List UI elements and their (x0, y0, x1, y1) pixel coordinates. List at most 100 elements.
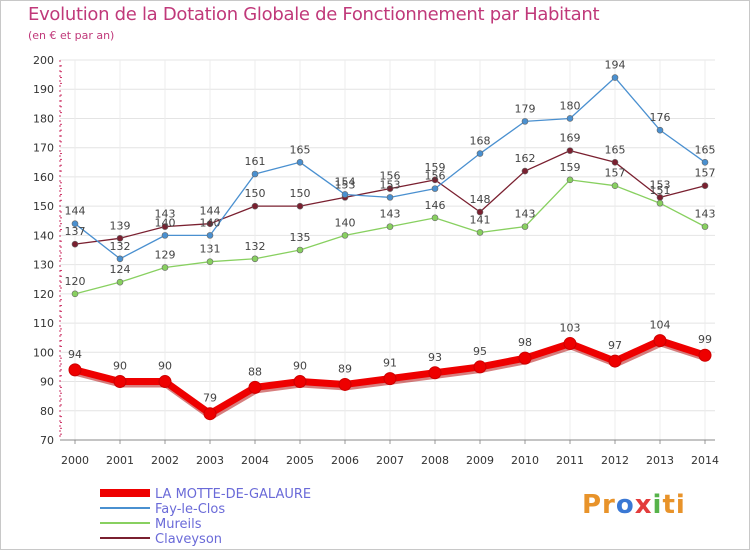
data-point (251, 202, 259, 210)
data-label: 165 (605, 143, 626, 156)
series-lines (68, 74, 712, 421)
data-label: 98 (518, 336, 532, 349)
data-label: 90 (158, 360, 172, 373)
x-tick-label: 2006 (331, 454, 359, 467)
legend-label: Mureils (155, 517, 202, 532)
data-label: 156 (380, 170, 401, 183)
data-point (431, 185, 439, 192)
data-label: 157 (605, 167, 626, 180)
x-tick-label: 2013 (646, 454, 674, 467)
data-point (386, 185, 394, 192)
y-tick-label: 110 (33, 317, 54, 330)
data-label: 144 (65, 205, 86, 218)
data-label: 150 (245, 187, 266, 200)
data-label: 168 (470, 135, 491, 148)
data-point (563, 337, 577, 351)
legend: LA MOTTE-DE-GALAUREFay-le-ClosMureilsCla… (100, 487, 311, 547)
y-tick-label: 140 (33, 229, 54, 242)
legend-label: Fay-le-Clos (155, 502, 225, 517)
data-point (431, 214, 439, 222)
data-label: 157 (695, 167, 716, 180)
data-point (71, 220, 79, 227)
data-point (611, 182, 619, 189)
data-point (656, 199, 664, 207)
data-label: 169 (560, 132, 581, 145)
chart-subtitle: (en € et par an) (28, 29, 115, 42)
data-point (71, 290, 79, 298)
x-tick-label: 2004 (241, 454, 269, 467)
data-point (701, 182, 709, 189)
x-tick-label: 2012 (601, 454, 629, 467)
data-label: 141 (470, 213, 491, 226)
data-label: 143 (380, 208, 401, 221)
data-point (476, 150, 484, 157)
data-label: 153 (380, 178, 401, 191)
data-point (248, 380, 262, 394)
logo-letter: ti (662, 490, 686, 520)
data-label: 135 (290, 231, 311, 244)
x-tick-label: 2007 (376, 454, 404, 467)
data-point (653, 334, 667, 348)
data-label: 104 (650, 319, 671, 332)
data-label: 79 (203, 392, 217, 405)
legend-label: LA MOTTE-DE-GALAURE (155, 487, 311, 502)
x-tick-label: 2001 (106, 454, 134, 467)
x-tick-label: 2009 (466, 454, 494, 467)
x-tick-label: 2008 (421, 454, 449, 467)
data-point (206, 220, 214, 227)
data-point (521, 118, 529, 125)
data-label: 139 (110, 219, 131, 232)
data-label: 159 (425, 161, 446, 174)
y-tick-label: 190 (33, 83, 54, 96)
data-label: 143 (515, 208, 536, 221)
data-point (251, 255, 259, 263)
y-tick-label: 130 (33, 259, 54, 272)
data-point (566, 147, 574, 154)
data-label: 154 (335, 175, 356, 188)
data-label: 165 (695, 143, 716, 156)
data-label: 131 (200, 243, 221, 256)
data-point (296, 159, 304, 166)
data-label: 144 (200, 205, 221, 218)
data-label: 95 (473, 345, 487, 358)
data-point (521, 223, 529, 230)
data-label: 159 (560, 161, 581, 174)
logo-letter: i (652, 490, 663, 520)
logo-letter: Pr (582, 490, 616, 520)
data-point (476, 229, 484, 236)
data-point (116, 255, 124, 263)
data-label: 161 (245, 155, 266, 168)
data-point (293, 375, 307, 389)
axes: 7080901001101201301401501601701801902002… (33, 54, 719, 467)
y-tick-label: 70 (40, 434, 54, 447)
data-label: 137 (65, 225, 86, 238)
data-label: 151 (650, 184, 671, 197)
x-tick-label: 2010 (511, 454, 539, 467)
data-label: 90 (293, 360, 307, 373)
x-tick-label: 2002 (151, 454, 179, 467)
data-label: 99 (698, 333, 712, 346)
data-point (206, 232, 214, 239)
data-point (431, 176, 439, 184)
data-point (296, 246, 304, 254)
data-label: 143 (155, 208, 176, 221)
data-label: 103 (560, 322, 581, 335)
legend-label: Claveyson (155, 532, 222, 547)
data-point (428, 366, 442, 380)
data-label: 156 (425, 170, 446, 183)
data-label: 148 (470, 193, 491, 206)
data-point (476, 208, 484, 216)
data-point (698, 348, 712, 362)
data-point (386, 194, 394, 201)
x-tick-label: 2000 (61, 454, 89, 467)
y-tick-label: 90 (40, 376, 54, 389)
data-label: 88 (248, 365, 262, 378)
y-tick-label: 170 (33, 142, 54, 155)
data-point (71, 240, 79, 248)
proxiti-logo: Proxiti (582, 490, 686, 520)
data-point (113, 375, 127, 389)
y-tick-label: 160 (33, 171, 54, 184)
